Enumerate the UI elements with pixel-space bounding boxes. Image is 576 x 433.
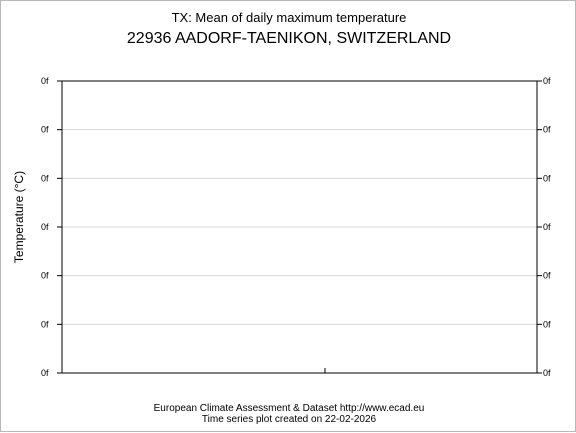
y-axis-right: 0f 0f 0f 0f 0f 0f 0f [537, 76, 551, 378]
y-tick-label-left: 0f [41, 125, 49, 135]
y-tick-label-right: 0f [543, 271, 551, 281]
y-tick-label-left: 0f [41, 222, 49, 232]
y-axis-label: Temperature (°C) [12, 171, 26, 263]
y-tick-label-left: 0f [41, 368, 49, 378]
y-tick-label-right: 0f [543, 319, 551, 329]
footer-source: European Climate Assessment & Dataset ht… [154, 403, 425, 414]
y-tick-label-left: 0f [41, 173, 49, 183]
chart-title: TX: Mean of daily maximum temperature [172, 10, 407, 25]
y-tick-label-right: 0f [543, 368, 551, 378]
y-tick-label-right: 0f [543, 222, 551, 232]
y-tick-label-right: 0f [543, 125, 551, 135]
y-tick-label-left: 0f [41, 319, 49, 329]
chart-subtitle: 22936 AADORF-TAENIKON, SWITZERLAND [127, 30, 451, 47]
grid-lines [62, 129, 537, 325]
y-tick-label-right: 0f [543, 173, 551, 183]
footer-created: Time series plot created on 22-02-2026 [202, 414, 377, 425]
y-tick-label-left: 0f [41, 76, 49, 86]
y-tick-label-right: 0f [543, 76, 551, 86]
y-axis-left: 0f 0f 0f 0f 0f 0f 0f [41, 76, 62, 378]
y-tick-label-left: 0f [41, 271, 49, 281]
